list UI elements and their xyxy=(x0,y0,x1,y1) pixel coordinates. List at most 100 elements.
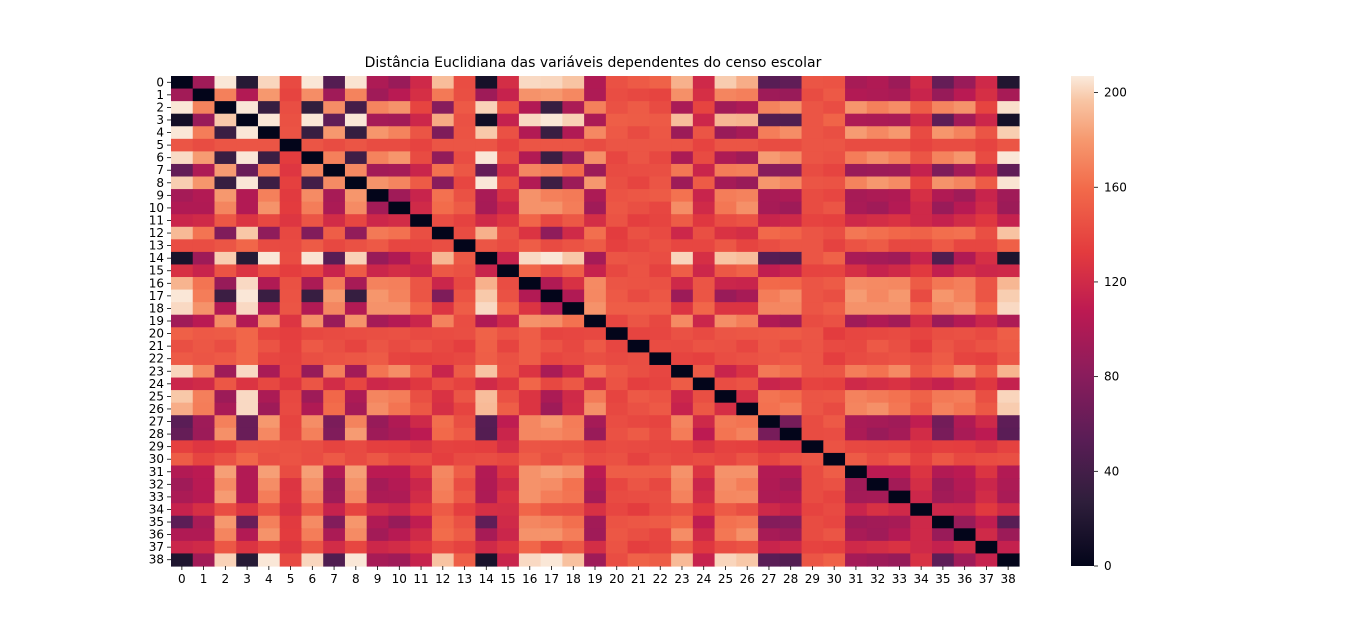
heatmap-cell xyxy=(410,465,433,479)
heatmap-cell xyxy=(758,302,781,316)
heatmap-cell xyxy=(649,76,672,90)
heatmap-cell xyxy=(540,251,563,266)
heatmap-cell xyxy=(736,390,759,404)
heatmap-cell xyxy=(301,88,324,102)
heatmap-cell xyxy=(779,76,803,90)
heatmap-cell xyxy=(410,540,433,555)
heatmap-cell xyxy=(431,364,455,379)
heatmap-cell xyxy=(344,277,368,291)
heatmap-cell xyxy=(431,490,455,504)
heatmap-cell xyxy=(475,201,498,215)
heatmap-cell xyxy=(584,314,607,328)
heatmap-cell xyxy=(953,339,977,354)
x-tick-label: 11 xyxy=(413,572,428,586)
heatmap-cell xyxy=(431,289,455,303)
heatmap-cell xyxy=(475,151,498,165)
heatmap-cell xyxy=(366,352,390,366)
heatmap-cell xyxy=(257,478,281,492)
heatmap-cell xyxy=(366,465,390,479)
heatmap-cell xyxy=(605,402,629,416)
heatmap-cell xyxy=(366,440,390,454)
y-tick-label: 8 xyxy=(156,176,164,190)
heatmap-cell xyxy=(605,101,629,115)
heatmap-cell xyxy=(866,478,890,492)
heatmap-cell xyxy=(845,176,868,190)
heatmap-cell xyxy=(714,289,737,303)
heatmap-cell xyxy=(649,528,672,542)
heatmap-cell xyxy=(214,126,237,140)
heatmap-cell xyxy=(758,138,781,152)
heatmap-cell xyxy=(997,440,1020,454)
heatmap-cell xyxy=(910,126,933,140)
heatmap-cell xyxy=(714,402,737,416)
heatmap-cell xyxy=(344,314,368,328)
heatmap-cell xyxy=(410,528,433,542)
heatmap-cell xyxy=(344,189,368,203)
heatmap-cell xyxy=(823,402,846,416)
heatmap-cell xyxy=(171,314,194,328)
heatmap-cell xyxy=(366,151,390,165)
heatmap-cell xyxy=(236,503,259,517)
heatmap-cell xyxy=(584,440,607,454)
x-tick-label: 6 xyxy=(309,572,317,586)
heatmap-cell xyxy=(562,264,585,278)
heatmap-cell xyxy=(823,76,846,90)
heatmap-cell xyxy=(540,540,563,555)
heatmap-cell xyxy=(866,452,890,467)
heatmap-cell xyxy=(540,163,563,178)
heatmap-cell xyxy=(997,352,1020,366)
heatmap-cell xyxy=(518,490,542,504)
heatmap-cell xyxy=(845,214,868,228)
heatmap-cell xyxy=(192,289,216,303)
heatmap-cell xyxy=(453,126,477,140)
heatmap-cell xyxy=(758,76,781,90)
heatmap-cell xyxy=(649,427,672,441)
heatmap-cell xyxy=(671,327,694,341)
heatmap-cell xyxy=(540,239,563,253)
heatmap-cell xyxy=(518,314,542,328)
heatmap-cell xyxy=(953,264,977,278)
heatmap-cell xyxy=(279,452,303,467)
heatmap-cell xyxy=(301,76,324,90)
heatmap-cell xyxy=(279,226,303,240)
heatmap-cell xyxy=(540,452,563,467)
heatmap-cell xyxy=(605,302,629,316)
heatmap-cell xyxy=(323,151,346,165)
heatmap-cell xyxy=(171,327,194,341)
heatmap-cell xyxy=(627,151,650,165)
heatmap-cell xyxy=(932,302,955,316)
heatmap-cell xyxy=(431,339,455,354)
heatmap-cell xyxy=(301,402,324,416)
heatmap-cell xyxy=(497,151,520,165)
heatmap-cell xyxy=(453,214,477,228)
heatmap-cell xyxy=(953,302,977,316)
heatmap-cell xyxy=(257,503,281,517)
heatmap-cell xyxy=(388,377,411,391)
heatmap-cell xyxy=(301,515,324,529)
heatmap-cell xyxy=(627,402,650,416)
heatmap-cell xyxy=(932,515,955,529)
heatmap-cell xyxy=(171,113,194,127)
heatmap-cell xyxy=(257,302,281,316)
heatmap-cell xyxy=(453,289,477,303)
heatmap-cell xyxy=(779,540,803,555)
heatmap-cell xyxy=(562,440,585,454)
heatmap-cell xyxy=(736,138,759,152)
heatmap-cell xyxy=(192,277,216,291)
heatmap-cell xyxy=(714,314,737,328)
heatmap-cell xyxy=(801,327,824,341)
x-tick-label: 36 xyxy=(957,572,972,586)
heatmap-cell xyxy=(953,88,977,102)
heatmap-cell xyxy=(214,515,237,529)
heatmap-cell xyxy=(605,88,629,102)
heatmap-cell xyxy=(584,540,607,555)
heatmap-cell xyxy=(584,138,607,152)
heatmap-cell xyxy=(845,528,868,542)
heatmap-cell xyxy=(888,251,911,266)
heatmap-cell xyxy=(323,339,346,354)
x-tick-label: 14 xyxy=(479,572,494,586)
heatmap-cell xyxy=(736,402,759,416)
heatmap-cell xyxy=(410,402,433,416)
y-tick-label: 18 xyxy=(149,301,164,315)
heatmap-cell xyxy=(388,163,411,178)
